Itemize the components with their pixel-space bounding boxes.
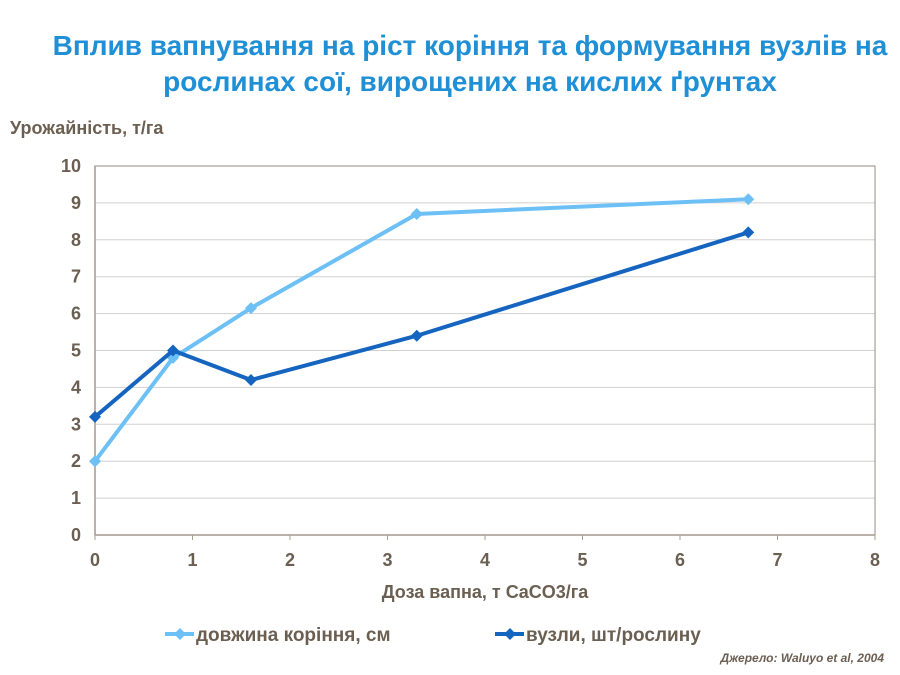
y-tick-label: 0 [71,525,81,545]
y-tick-label: 4 [71,377,81,397]
chart-title: Вплив вапнування на ріст коріння та форм… [52,30,888,97]
tick-labels: 0 1 2 3 4 5 6 7 8 9 10 0 1 2 3 4 5 6 7 8 [61,156,880,570]
x-tick-label: 4 [480,550,490,570]
data-point-series-1 [742,193,755,206]
data-point-series-2 [245,374,257,387]
y-tick-label: 7 [71,267,81,287]
y-tick-label: 3 [71,414,81,434]
y-tick-label: 9 [71,193,81,213]
x-tick-label: 7 [772,550,782,570]
y-tick-label: 5 [71,341,81,361]
data-point-series-1 [245,302,257,315]
y-tick-label: 10 [61,156,81,176]
data-point-series-2 [742,226,755,239]
source-note: Джерело: Waluyo et al, 2004 [720,651,884,665]
x-tick-label: 1 [187,550,197,570]
y-tick-label: 8 [71,230,81,250]
data-point-series-2 [89,410,101,423]
legend: довжина коріння, см вузли, шт/рослину [165,625,701,646]
y-tick-label: 6 [71,304,81,324]
series-group [89,193,755,468]
x-tick-label: 2 [285,550,295,570]
axes [94,165,876,540]
x-tick-label: 6 [675,550,685,570]
legend-label-2: вузли, шт/рослину [526,625,701,646]
x-tick-label: 8 [870,550,880,570]
data-point-series-1 [89,455,101,468]
series-line-2 [93,230,749,419]
x-tick-label: 3 [382,550,392,570]
legend-marker-1 [174,628,186,640]
x-axis-label: Доза вапна, т CaCO3/га [381,582,589,602]
y-tick-label: 2 [71,451,81,471]
data-point-series-1 [410,207,423,220]
legend-marker-2 [504,628,516,640]
legend-label-1: довжина коріння, см [196,625,391,646]
x-tick-label: 0 [90,550,100,570]
data-point-series-2 [410,329,423,342]
series-line-1 [93,197,749,463]
y-tick-label: 1 [71,488,81,508]
data-point-series-2 [167,344,179,357]
y-axis-label: Урожайність, т/га [10,118,164,138]
x-tick-label: 5 [577,550,587,570]
